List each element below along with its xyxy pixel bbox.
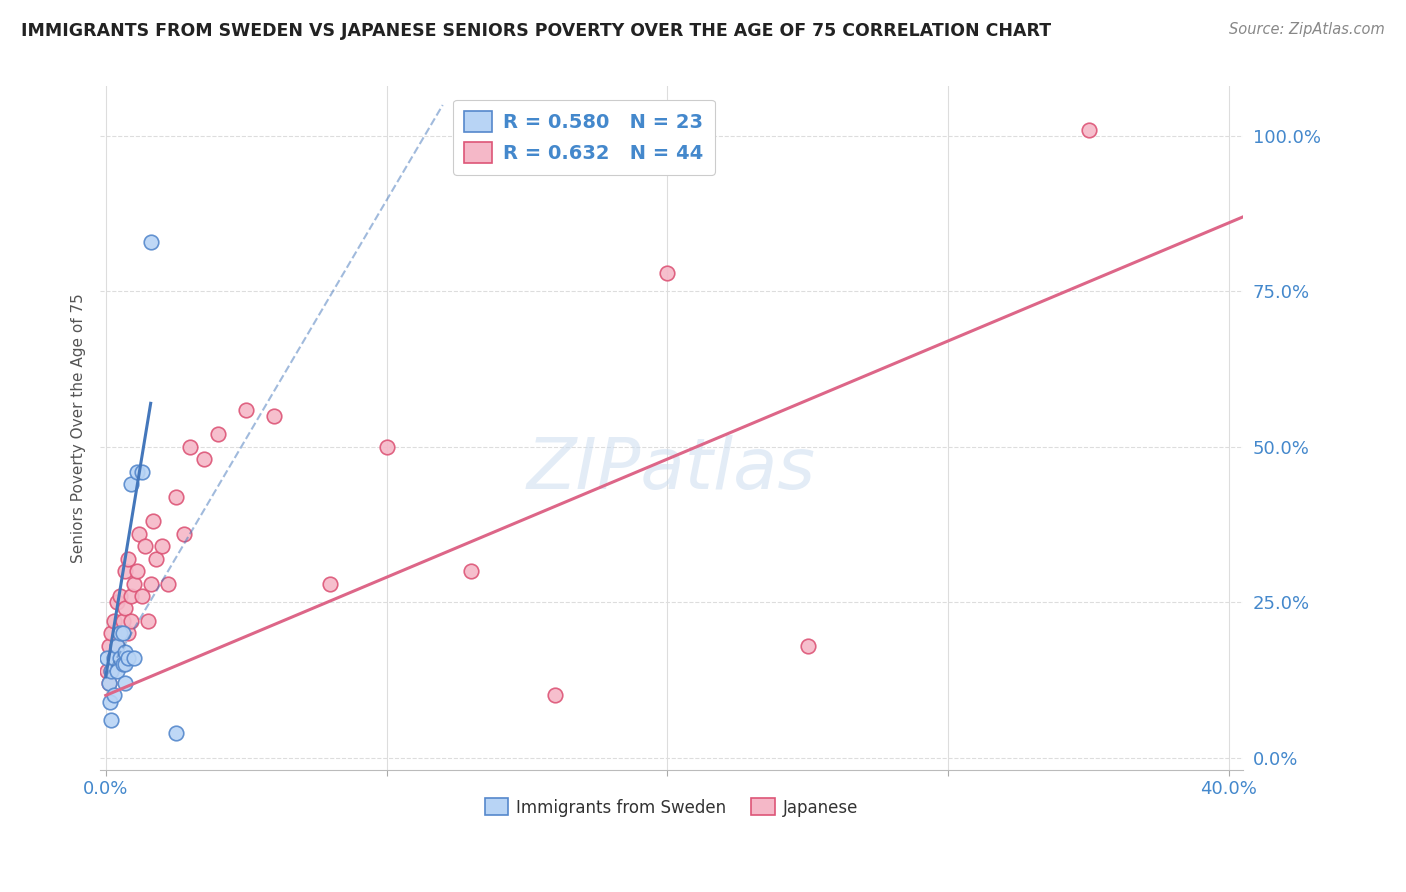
Point xyxy=(120,589,142,603)
Point xyxy=(173,526,195,541)
Point xyxy=(375,440,398,454)
Point xyxy=(108,626,131,640)
Point xyxy=(263,409,285,423)
Text: Source: ZipAtlas.com: Source: ZipAtlas.com xyxy=(1229,22,1385,37)
Point xyxy=(136,614,159,628)
Point xyxy=(142,515,165,529)
Point xyxy=(96,651,118,665)
Point xyxy=(103,651,125,665)
Point xyxy=(111,626,134,640)
Point xyxy=(179,440,201,454)
Point xyxy=(114,564,136,578)
Point xyxy=(156,576,179,591)
Point xyxy=(1077,123,1099,137)
Legend: Immigrants from Sweden, Japanese: Immigrants from Sweden, Japanese xyxy=(478,792,865,823)
Point xyxy=(114,645,136,659)
Point xyxy=(105,639,128,653)
Point xyxy=(207,427,229,442)
Text: ZIPatlas: ZIPatlas xyxy=(527,434,815,504)
Point xyxy=(97,676,120,690)
Point xyxy=(98,695,121,709)
Y-axis label: Seniors Poverty Over the Age of 75: Seniors Poverty Over the Age of 75 xyxy=(72,293,86,563)
Point xyxy=(235,402,257,417)
Point xyxy=(111,614,134,628)
Point xyxy=(117,626,139,640)
Point xyxy=(544,689,567,703)
Point xyxy=(319,576,342,591)
Point xyxy=(125,465,148,479)
Point xyxy=(131,465,153,479)
Point xyxy=(114,657,136,672)
Point xyxy=(100,664,122,678)
Point xyxy=(134,539,156,553)
Point xyxy=(128,526,150,541)
Point xyxy=(165,490,187,504)
Point xyxy=(108,589,131,603)
Point xyxy=(105,664,128,678)
Point xyxy=(657,266,679,280)
Point xyxy=(111,657,134,672)
Point xyxy=(114,676,136,690)
Point xyxy=(460,564,482,578)
Point xyxy=(96,664,118,678)
Point xyxy=(165,725,187,739)
Point xyxy=(103,651,125,665)
Point xyxy=(122,651,145,665)
Point xyxy=(105,639,128,653)
Point xyxy=(103,689,125,703)
Point xyxy=(122,576,145,591)
Point xyxy=(139,235,162,249)
Point xyxy=(120,614,142,628)
Point xyxy=(150,539,173,553)
Point xyxy=(111,657,134,672)
Point xyxy=(117,651,139,665)
Point xyxy=(97,676,120,690)
Point xyxy=(100,664,122,678)
Point xyxy=(105,595,128,609)
Point xyxy=(97,639,120,653)
Point xyxy=(103,614,125,628)
Point xyxy=(796,639,818,653)
Point xyxy=(131,589,153,603)
Point xyxy=(100,626,122,640)
Point xyxy=(125,564,148,578)
Point xyxy=(114,601,136,615)
Point xyxy=(120,477,142,491)
Point xyxy=(108,651,131,665)
Point xyxy=(117,551,139,566)
Point xyxy=(100,713,122,727)
Point xyxy=(145,551,167,566)
Point xyxy=(108,626,131,640)
Point xyxy=(139,576,162,591)
Point xyxy=(193,452,215,467)
Text: IMMIGRANTS FROM SWEDEN VS JAPANESE SENIORS POVERTY OVER THE AGE OF 75 CORRELATIO: IMMIGRANTS FROM SWEDEN VS JAPANESE SENIO… xyxy=(21,22,1052,40)
